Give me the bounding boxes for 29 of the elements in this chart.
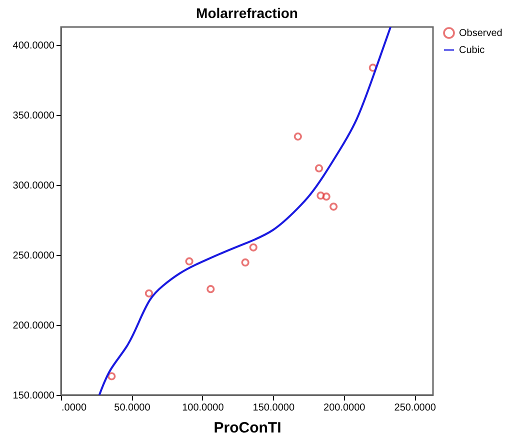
point	[144, 289, 154, 298]
point	[294, 132, 302, 141]
point	[330, 202, 338, 211]
legend-label: Observed	[459, 28, 502, 39]
x-tick-label: 150.0000	[252, 402, 295, 414]
x-axis-title: ProConTI	[214, 420, 282, 436]
line-series	[98, 27, 392, 395]
point	[185, 257, 194, 266]
point	[322, 192, 330, 201]
y-tick-label: 250.0000	[12, 250, 55, 262]
y-tick-label: 400.0000	[12, 40, 55, 52]
y-tick-label: 200.0000	[12, 320, 55, 332]
y-tick-label: 350.0000	[12, 110, 55, 122]
chart-title: Molarrefraction	[196, 5, 298, 21]
point	[316, 192, 325, 200]
legend-label: Cubic	[459, 45, 485, 56]
x-tick-label: 50.0000	[114, 402, 151, 414]
point	[368, 64, 377, 72]
x-tick-label: 200.0000	[324, 402, 366, 414]
point	[314, 164, 324, 172]
x-tick-label: .0000	[62, 402, 87, 414]
point	[241, 258, 250, 267]
y-tick-label: 300.0000	[12, 180, 55, 192]
point	[108, 372, 116, 380]
x-tick-label: 100.0000	[182, 402, 224, 414]
y-tick-label: 150.0000	[12, 390, 55, 402]
point	[249, 243, 258, 252]
x-tick-label: 250.0000	[394, 402, 436, 414]
point	[206, 285, 215, 294]
